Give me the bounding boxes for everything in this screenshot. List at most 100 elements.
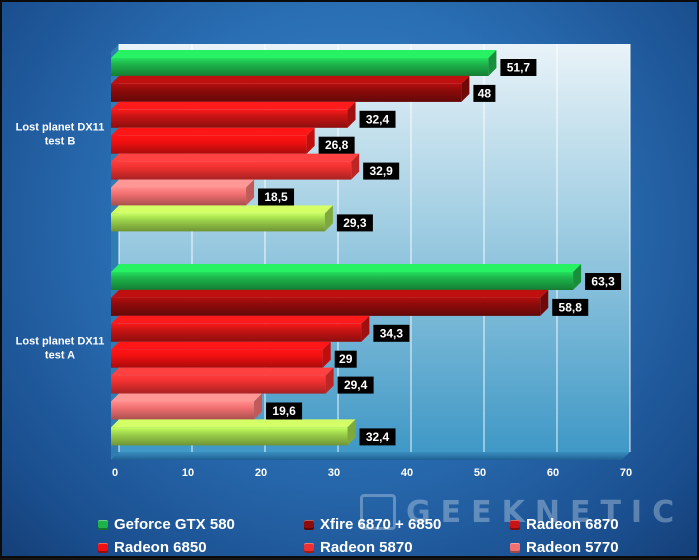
- x-tick-label: 20: [255, 467, 267, 479]
- value-label-box: [500, 59, 537, 76]
- value-label: 63,3: [591, 275, 615, 289]
- bars: [111, 50, 582, 446]
- legend-item: Xfire 6870 + 6850: [304, 513, 510, 536]
- legend-item: Radeon 5870: [304, 536, 510, 559]
- bar: [111, 205, 333, 232]
- bar-front: [111, 187, 247, 206]
- legend-label: Radeon 6850: [114, 539, 207, 556]
- x-tick-label: 30: [328, 467, 340, 479]
- bar: [111, 101, 356, 128]
- legend: Geforce GTX 580 Xfire 6870 + 6850 Radeon 6…: [98, 513, 658, 559]
- watermark-text: GEEKNETIC: [406, 494, 685, 530]
- bar: [111, 75, 470, 102]
- legend-item: Geforce GTX 580: [98, 513, 304, 536]
- value-label: 18,5: [264, 190, 288, 204]
- legend-item: Radeon 5770: [510, 536, 658, 559]
- bar-front: [111, 58, 489, 76]
- bar-front: [111, 375, 326, 394]
- value-label: 48: [478, 86, 492, 100]
- value-label-box: [336, 214, 373, 232]
- bar-top: [111, 419, 356, 428]
- legend-swatch: [98, 519, 108, 530]
- bar-top: [111, 367, 334, 376]
- bar-end: [540, 289, 549, 316]
- bar-front: [111, 349, 323, 368]
- bar-top: [111, 75, 470, 84]
- bar-end: [347, 101, 356, 128]
- value-label: 19,6: [272, 404, 296, 418]
- bar: [111, 50, 497, 76]
- bar: [111, 393, 263, 420]
- bar: [111, 153, 360, 180]
- legend-label: Radeon 5770: [526, 539, 619, 556]
- value-label: 32,4: [366, 112, 390, 126]
- value-label-box: [363, 162, 400, 180]
- value-label-box: [473, 84, 496, 102]
- value-label: 29,4: [344, 378, 368, 392]
- value-labels: 51,7 48 32,4 26,8 32,9 18,5 29,3 63,3 58,8 34,3 29…: [258, 59, 622, 446]
- bar-top: [111, 341, 331, 350]
- bar-front: [111, 323, 362, 342]
- bar: [111, 127, 315, 154]
- bar-end: [351, 153, 360, 180]
- bar-top: [111, 179, 255, 188]
- bar-end: [347, 419, 356, 446]
- bar-front: [111, 213, 325, 232]
- value-label-box: [373, 324, 410, 342]
- category-label: Lost planet DX11 test B: [16, 122, 105, 148]
- x-tick-label: 0: [112, 467, 118, 479]
- legend-label: Radeon 6870: [526, 516, 619, 533]
- bar: [111, 419, 356, 446]
- bar-front: [111, 401, 255, 420]
- legend-label: Geforce GTX 580: [114, 516, 235, 533]
- legend-swatch: [98, 542, 108, 553]
- bar-front: [111, 109, 348, 128]
- axes: 0 10 20 30 40 50 60 70 Lost planet DX11 test B Los…: [16, 122, 632, 479]
- bar: [111, 367, 334, 394]
- plot-floor: [111, 452, 630, 460]
- bar-end: [306, 127, 315, 154]
- value-label-box: [359, 110, 396, 128]
- value-label: 32,9: [369, 164, 393, 178]
- x-tick-label: 50: [474, 467, 486, 479]
- bar: [111, 264, 582, 290]
- value-label-box: [266, 402, 303, 420]
- value-label: 58,8: [559, 300, 583, 314]
- legend-item: Radeon 6870: [510, 513, 658, 536]
- legend-label: Radeon 5870: [320, 539, 413, 556]
- value-label: 32,4: [366, 430, 390, 444]
- value-label: 29: [339, 352, 353, 366]
- x-tick-label: 70: [620, 467, 632, 479]
- bar-end: [461, 75, 470, 102]
- value-label-box: [334, 350, 357, 368]
- x-tick-label: 60: [547, 467, 559, 479]
- bar-top: [111, 264, 582, 272]
- bar-end: [246, 179, 255, 206]
- bar-top: [111, 153, 360, 162]
- bar-top: [111, 289, 549, 298]
- value-label-box: [318, 136, 355, 154]
- value-label-box: [359, 428, 396, 446]
- bar-front: [111, 272, 574, 290]
- bar: [111, 341, 331, 368]
- category-label: Lost planet DX11 test A: [16, 336, 105, 362]
- bar-end: [361, 315, 370, 342]
- value-label: 26,8: [325, 138, 349, 152]
- bar-top: [111, 315, 370, 324]
- legend-item: Radeon 6850: [98, 536, 304, 559]
- bar: [111, 179, 255, 206]
- value-label-box: [258, 188, 295, 206]
- x-tick-label: 40: [401, 467, 413, 479]
- bar-top: [111, 50, 497, 58]
- bar-end: [254, 393, 263, 420]
- legend-swatch: [510, 542, 520, 553]
- bar-top: [111, 127, 315, 136]
- watermark-logo-icon: [360, 494, 396, 530]
- bar-top: [111, 205, 333, 214]
- x-tick-label: 10: [182, 467, 194, 479]
- bar-top: [111, 393, 263, 402]
- bar: [111, 315, 370, 342]
- legend-swatch: [510, 519, 520, 530]
